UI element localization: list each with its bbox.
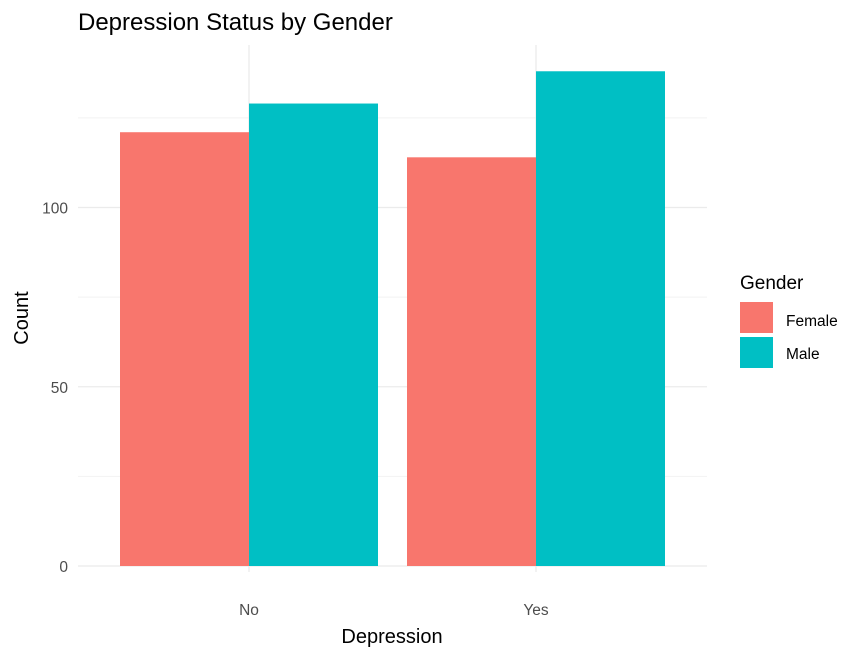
- chart-title: Depression Status by Gender: [78, 9, 393, 36]
- y-tick-label: 100: [42, 201, 68, 218]
- legend: Gender Female Male: [740, 273, 838, 368]
- y-tick-labels: 0 50 100: [42, 201, 68, 577]
- bar-female-yes: [407, 157, 536, 566]
- y-tick-label: 0: [59, 559, 68, 576]
- legend-label-male: Male: [786, 346, 820, 363]
- legend-key-male: [740, 337, 773, 368]
- legend-label-female: Female: [786, 313, 838, 330]
- bar-male-yes: [536, 71, 665, 567]
- y-axis-title: Count: [11, 291, 33, 345]
- y-tick-label: 50: [51, 380, 69, 397]
- x-axis-title: Depression: [341, 626, 442, 648]
- bar-male-no: [249, 103, 378, 566]
- x-tick-label: No: [239, 602, 259, 619]
- bars: [120, 71, 665, 567]
- x-tick-labels: No Yes: [239, 602, 549, 619]
- bar-female-no: [120, 132, 249, 566]
- x-tick-label: Yes: [523, 602, 549, 619]
- legend-title: Gender: [740, 273, 804, 294]
- legend-key-female: [740, 302, 773, 333]
